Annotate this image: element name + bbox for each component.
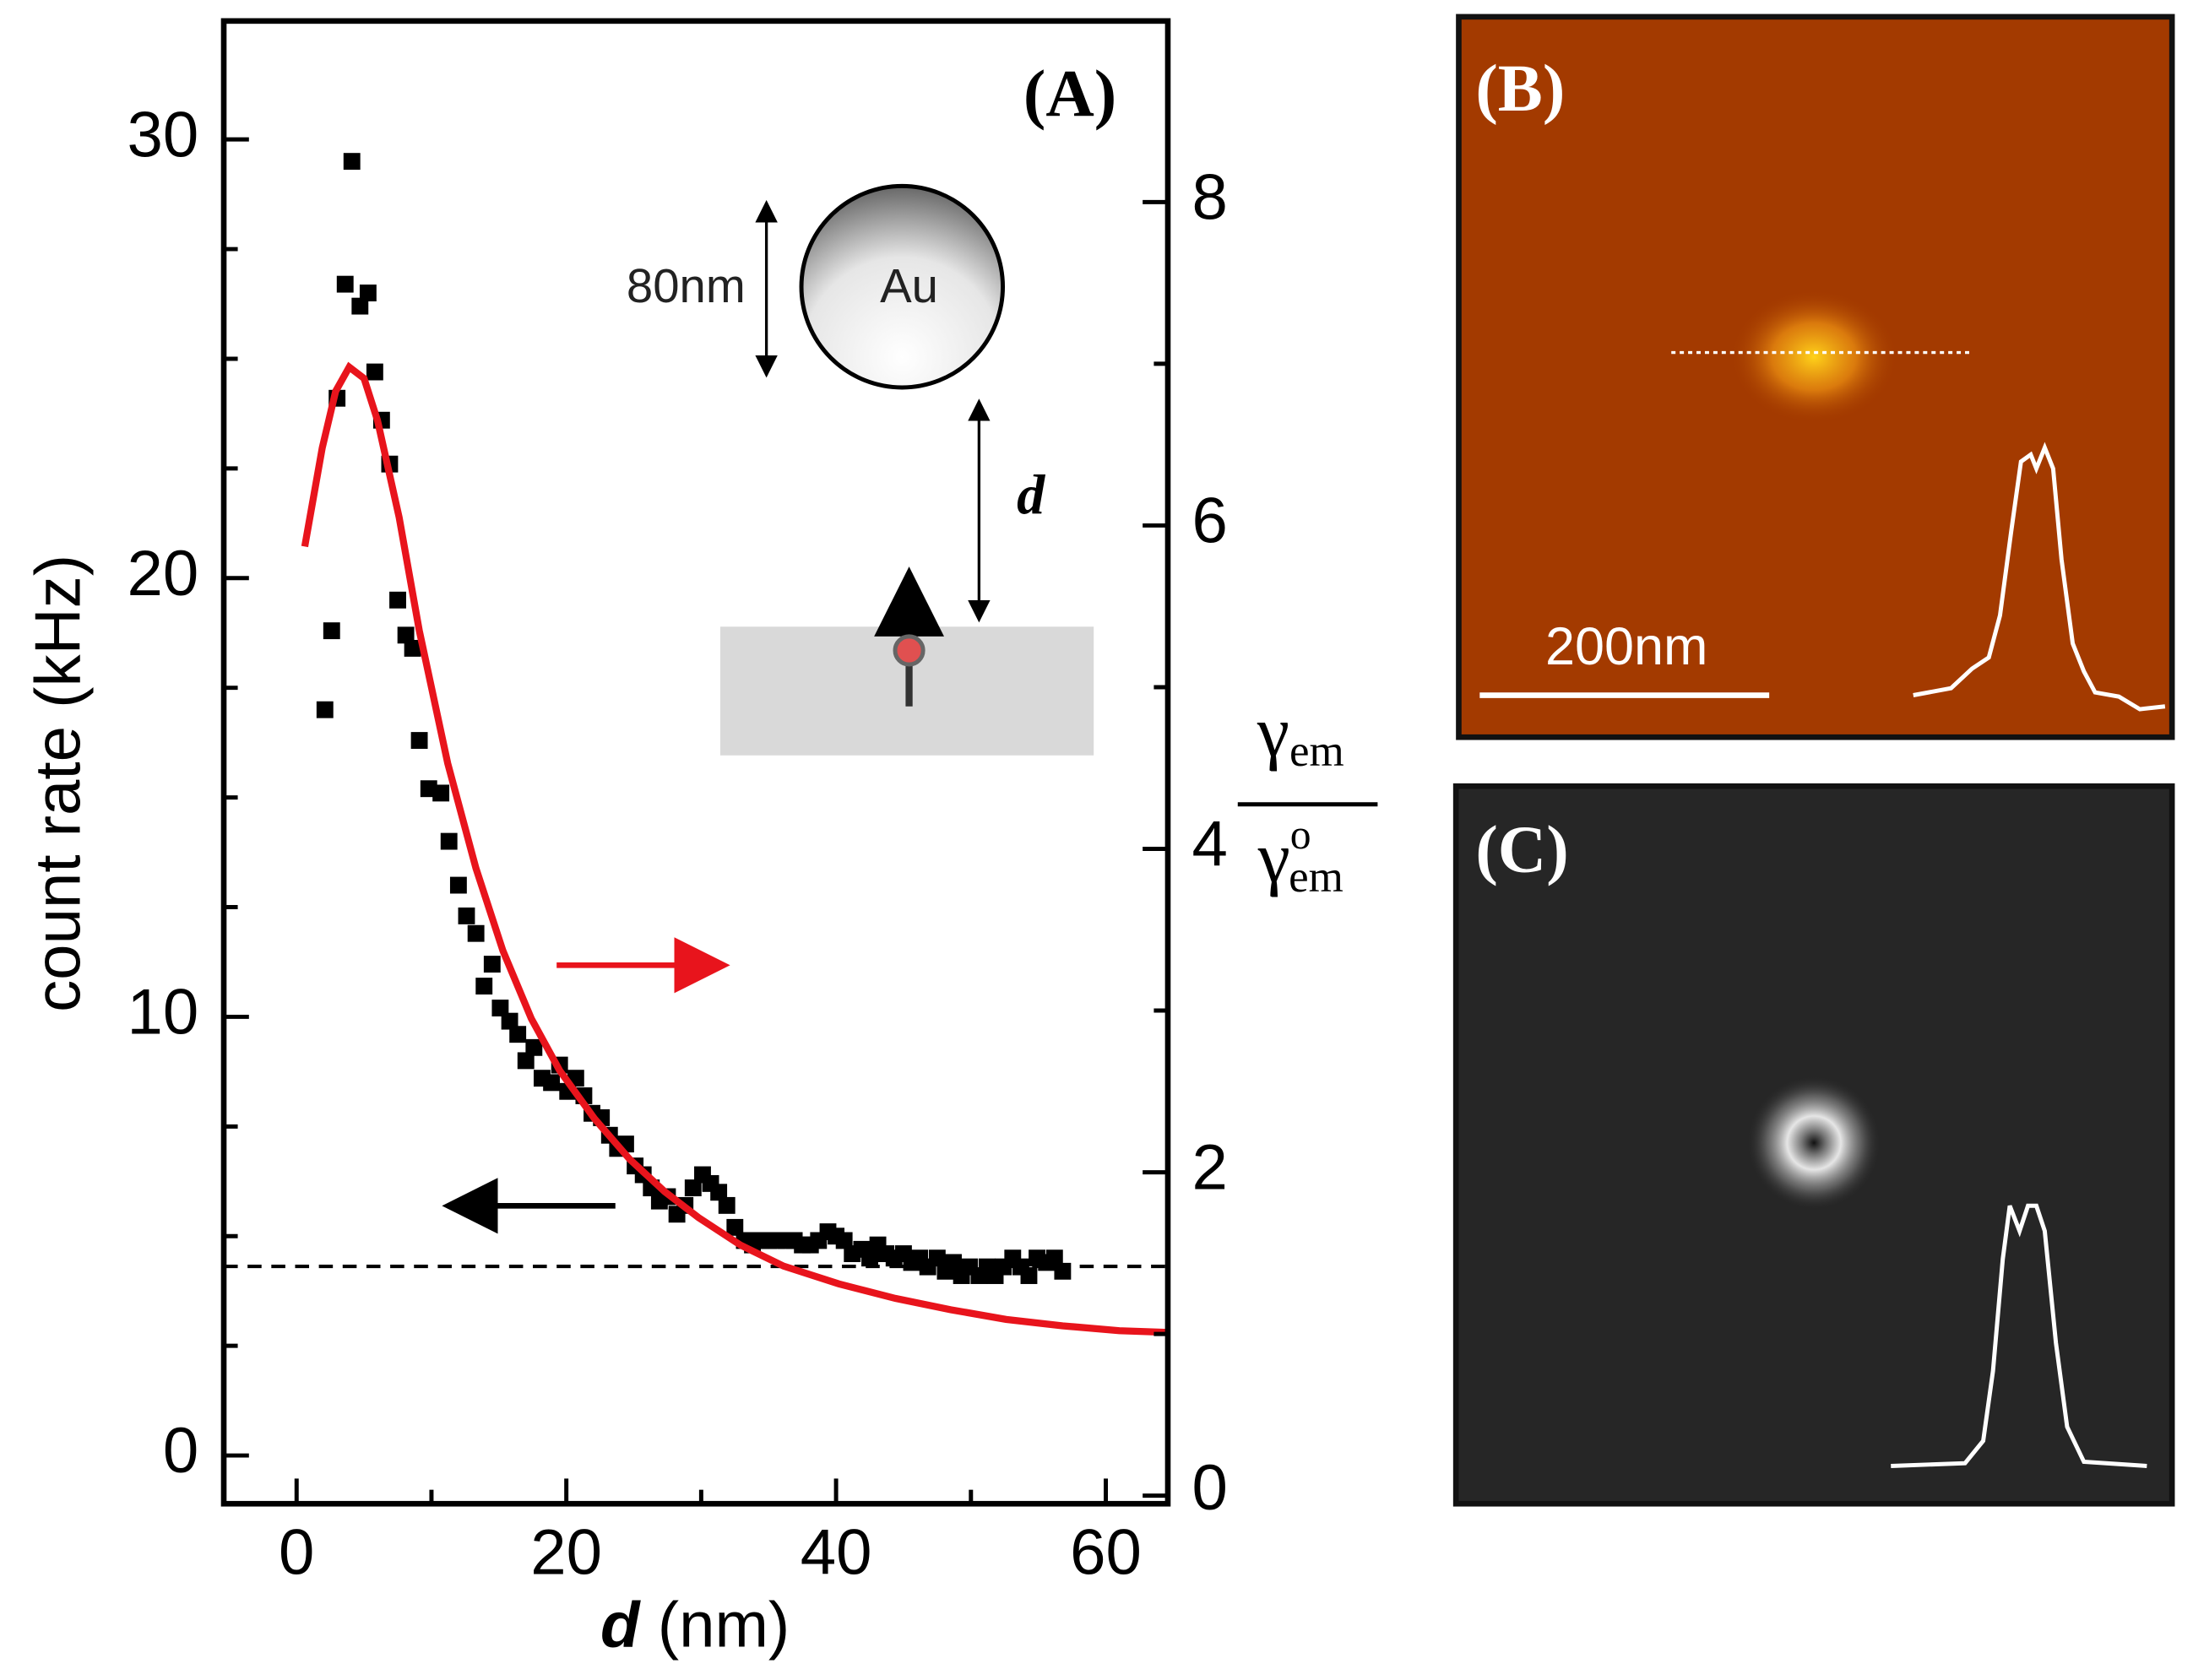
y2-tick-label: 8: [1191, 161, 1227, 233]
data-point: [543, 1074, 561, 1092]
panel-label: (A): [1023, 57, 1116, 132]
y-tick-label: 0: [163, 1415, 198, 1487]
y-tick-label: 20: [127, 538, 198, 610]
data-point: [432, 784, 450, 802]
data-point: [366, 363, 383, 381]
donut-spot: [1746, 1076, 1881, 1211]
data-point: [475, 978, 493, 994]
y-tick-label: 10: [127, 977, 198, 1049]
y-axis-label: count rate (kHz): [23, 555, 95, 1012]
emitter-spot: [1729, 289, 1898, 425]
data-point: [397, 626, 415, 644]
panel-c: (C): [1452, 783, 2175, 1507]
data-point: [509, 1026, 527, 1043]
molecule: [893, 634, 926, 667]
data-point: [440, 832, 458, 850]
data-point: [404, 639, 421, 657]
y2-tick-label: 4: [1191, 809, 1227, 881]
x-axis-unit: (nm): [658, 1589, 790, 1661]
data-point: [1020, 1267, 1038, 1284]
x-axis-label: d (nm): [600, 1589, 790, 1661]
data-point: [1045, 1249, 1063, 1267]
particle-label: Au: [880, 259, 938, 312]
data-point: [835, 1232, 853, 1249]
data-point: [501, 1012, 518, 1030]
panel-b: 200nm (B): [1456, 14, 2175, 740]
x-axis-symbol: d: [600, 1589, 641, 1661]
x-tick-label: 60: [1070, 1516, 1142, 1588]
scale-bar-label: 200nm: [1545, 617, 1707, 676]
x-tick-label: 40: [801, 1516, 872, 1588]
data-point: [336, 275, 354, 293]
data-point: [861, 1249, 878, 1267]
y2-label-bottom: γo em: [1257, 812, 1343, 902]
sub: em: [1289, 853, 1343, 902]
data-point: [343, 153, 361, 171]
data-point: [726, 1218, 744, 1236]
y2-label-top: γem: [1257, 691, 1344, 776]
data-point: [458, 907, 475, 924]
distance-label: d: [1017, 464, 1045, 526]
y2-tick-label: 6: [1191, 485, 1227, 557]
profile: [1891, 1203, 2147, 1468]
y-tick-label: 30: [127, 99, 198, 171]
data-point: [359, 285, 377, 301]
data-point: [351, 297, 369, 315]
data-point: [517, 1052, 535, 1070]
plot-frame: [220, 18, 1171, 1507]
data-point: [483, 956, 501, 973]
gamma: γ: [1257, 816, 1290, 897]
panel-label: (B): [1475, 51, 1565, 126]
data-point: [684, 1179, 702, 1197]
gamma: γ: [1257, 691, 1289, 772]
x-tick-label: 20: [530, 1516, 602, 1588]
gold-particle: [799, 183, 1006, 390]
profile: [1913, 442, 2166, 712]
fit-curve: [301, 361, 1169, 1336]
data-point: [491, 1000, 509, 1016]
data-point: [945, 1254, 962, 1271]
inset: 80nm Au d: [627, 183, 1094, 756]
data-point: [525, 1038, 543, 1056]
data-point: [928, 1249, 946, 1267]
data-point: [718, 1196, 736, 1214]
data-point: [467, 924, 485, 942]
panel-label: (C): [1475, 812, 1568, 886]
data-point: [389, 591, 406, 609]
data-point: [316, 701, 334, 718]
sub: em: [1289, 727, 1344, 776]
data-point: [710, 1184, 728, 1201]
data-point: [323, 622, 340, 640]
y2-axis-label: γem γo em: [1237, 691, 1378, 902]
data-point: [1054, 1262, 1072, 1280]
y2-tick-label: 0: [1191, 1452, 1227, 1524]
sup: o: [1290, 812, 1311, 859]
x-tick-label: 0: [279, 1516, 314, 1588]
data-point: [449, 876, 467, 894]
data-point: [410, 732, 428, 749]
size-label: 80nm: [627, 259, 746, 312]
y2-tick-label: 2: [1191, 1132, 1227, 1204]
